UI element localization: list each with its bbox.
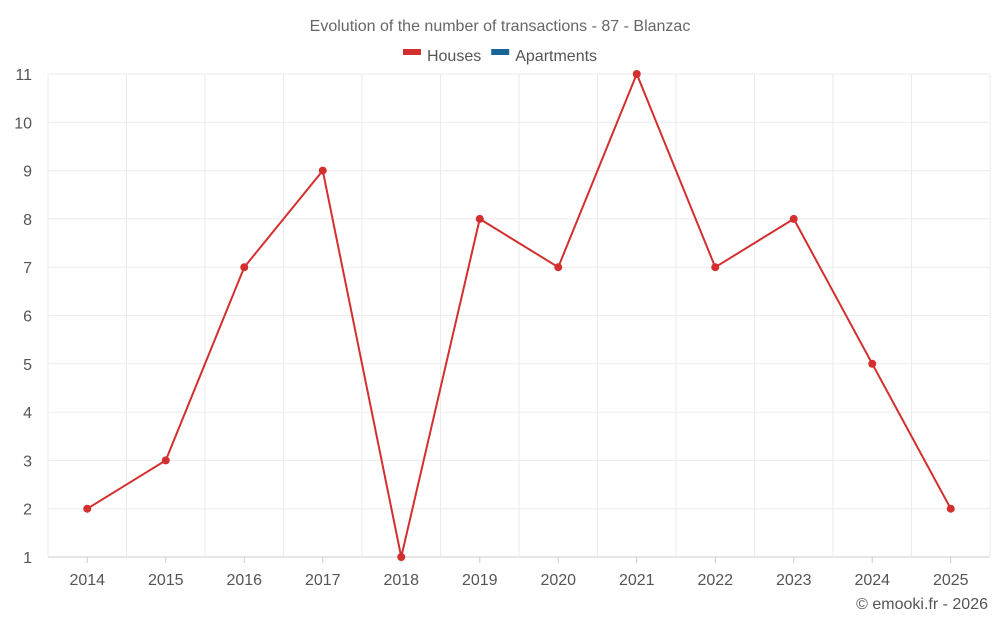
y-tick-label: 4 (23, 405, 32, 422)
y-tick-label: 9 (23, 164, 32, 181)
x-tick-label: 2014 (69, 572, 105, 589)
y-tick-label: 1 (23, 550, 32, 567)
x-tick-label: 2023 (776, 572, 812, 589)
x-tick-label: 2024 (854, 572, 890, 589)
data-point-houses[interactable] (789, 214, 798, 223)
data-point-houses[interactable] (711, 263, 720, 272)
x-tick-label: 2019 (462, 572, 498, 589)
legend-item-apartments[interactable]: Apartments (491, 48, 597, 65)
legend-swatch-apartments (491, 49, 510, 55)
data-point-houses[interactable] (475, 214, 484, 223)
data-point-houses[interactable] (868, 359, 877, 368)
x-tick-label: 2025 (933, 572, 969, 589)
chart-title: Evolution of the number of transactions … (310, 18, 691, 35)
data-point-houses[interactable] (946, 504, 955, 513)
y-tick-label: 2 (23, 502, 32, 519)
legend-label-houses: Houses (427, 48, 481, 65)
x-tick-label: 2018 (383, 572, 419, 589)
data-point-houses[interactable] (161, 456, 170, 465)
y-tick-label: 7 (23, 260, 32, 277)
y-tick-label: 5 (23, 357, 32, 374)
y-tick-label: 8 (23, 212, 32, 229)
y-tick-label: 3 (23, 453, 32, 470)
x-tick-label: 2017 (305, 572, 341, 589)
data-point-houses[interactable] (318, 166, 327, 175)
legend-label-apartments: Apartments (515, 48, 597, 65)
credit-text: © emooki.fr - 2026 (856, 596, 988, 613)
grid (47, 73, 991, 558)
legend: Houses Apartments (402, 48, 597, 65)
series-line-houses (86, 73, 952, 558)
x-tick-label: 2016 (226, 572, 262, 589)
series-layer (83, 70, 955, 561)
legend-swatch-houses (402, 49, 421, 55)
data-point-houses[interactable] (240, 263, 249, 272)
y-tick-label: 6 (23, 309, 32, 326)
y-tick-label: 11 (15, 67, 32, 84)
x-tick-label: 2015 (148, 572, 184, 589)
x-axis-ticks: 2014 2015 2016 2017 2018 2019 2020 2021 2022 2023… (69, 557, 969, 589)
data-point-houses[interactable] (554, 263, 563, 272)
x-tick-label: 2021 (619, 572, 655, 589)
data-point-houses[interactable] (397, 553, 406, 561)
legend-item-houses[interactable]: Houses (402, 48, 481, 65)
x-tick-label: 2022 (697, 572, 733, 589)
data-point-houses[interactable] (632, 70, 641, 78)
x-tick-label: 2020 (540, 572, 576, 589)
y-tick-label: 10 (14, 115, 32, 132)
data-point-houses[interactable] (83, 504, 92, 513)
y-axis-ticks: 1 2 3 4 5 6 7 8 9 10 11 (14, 67, 32, 567)
